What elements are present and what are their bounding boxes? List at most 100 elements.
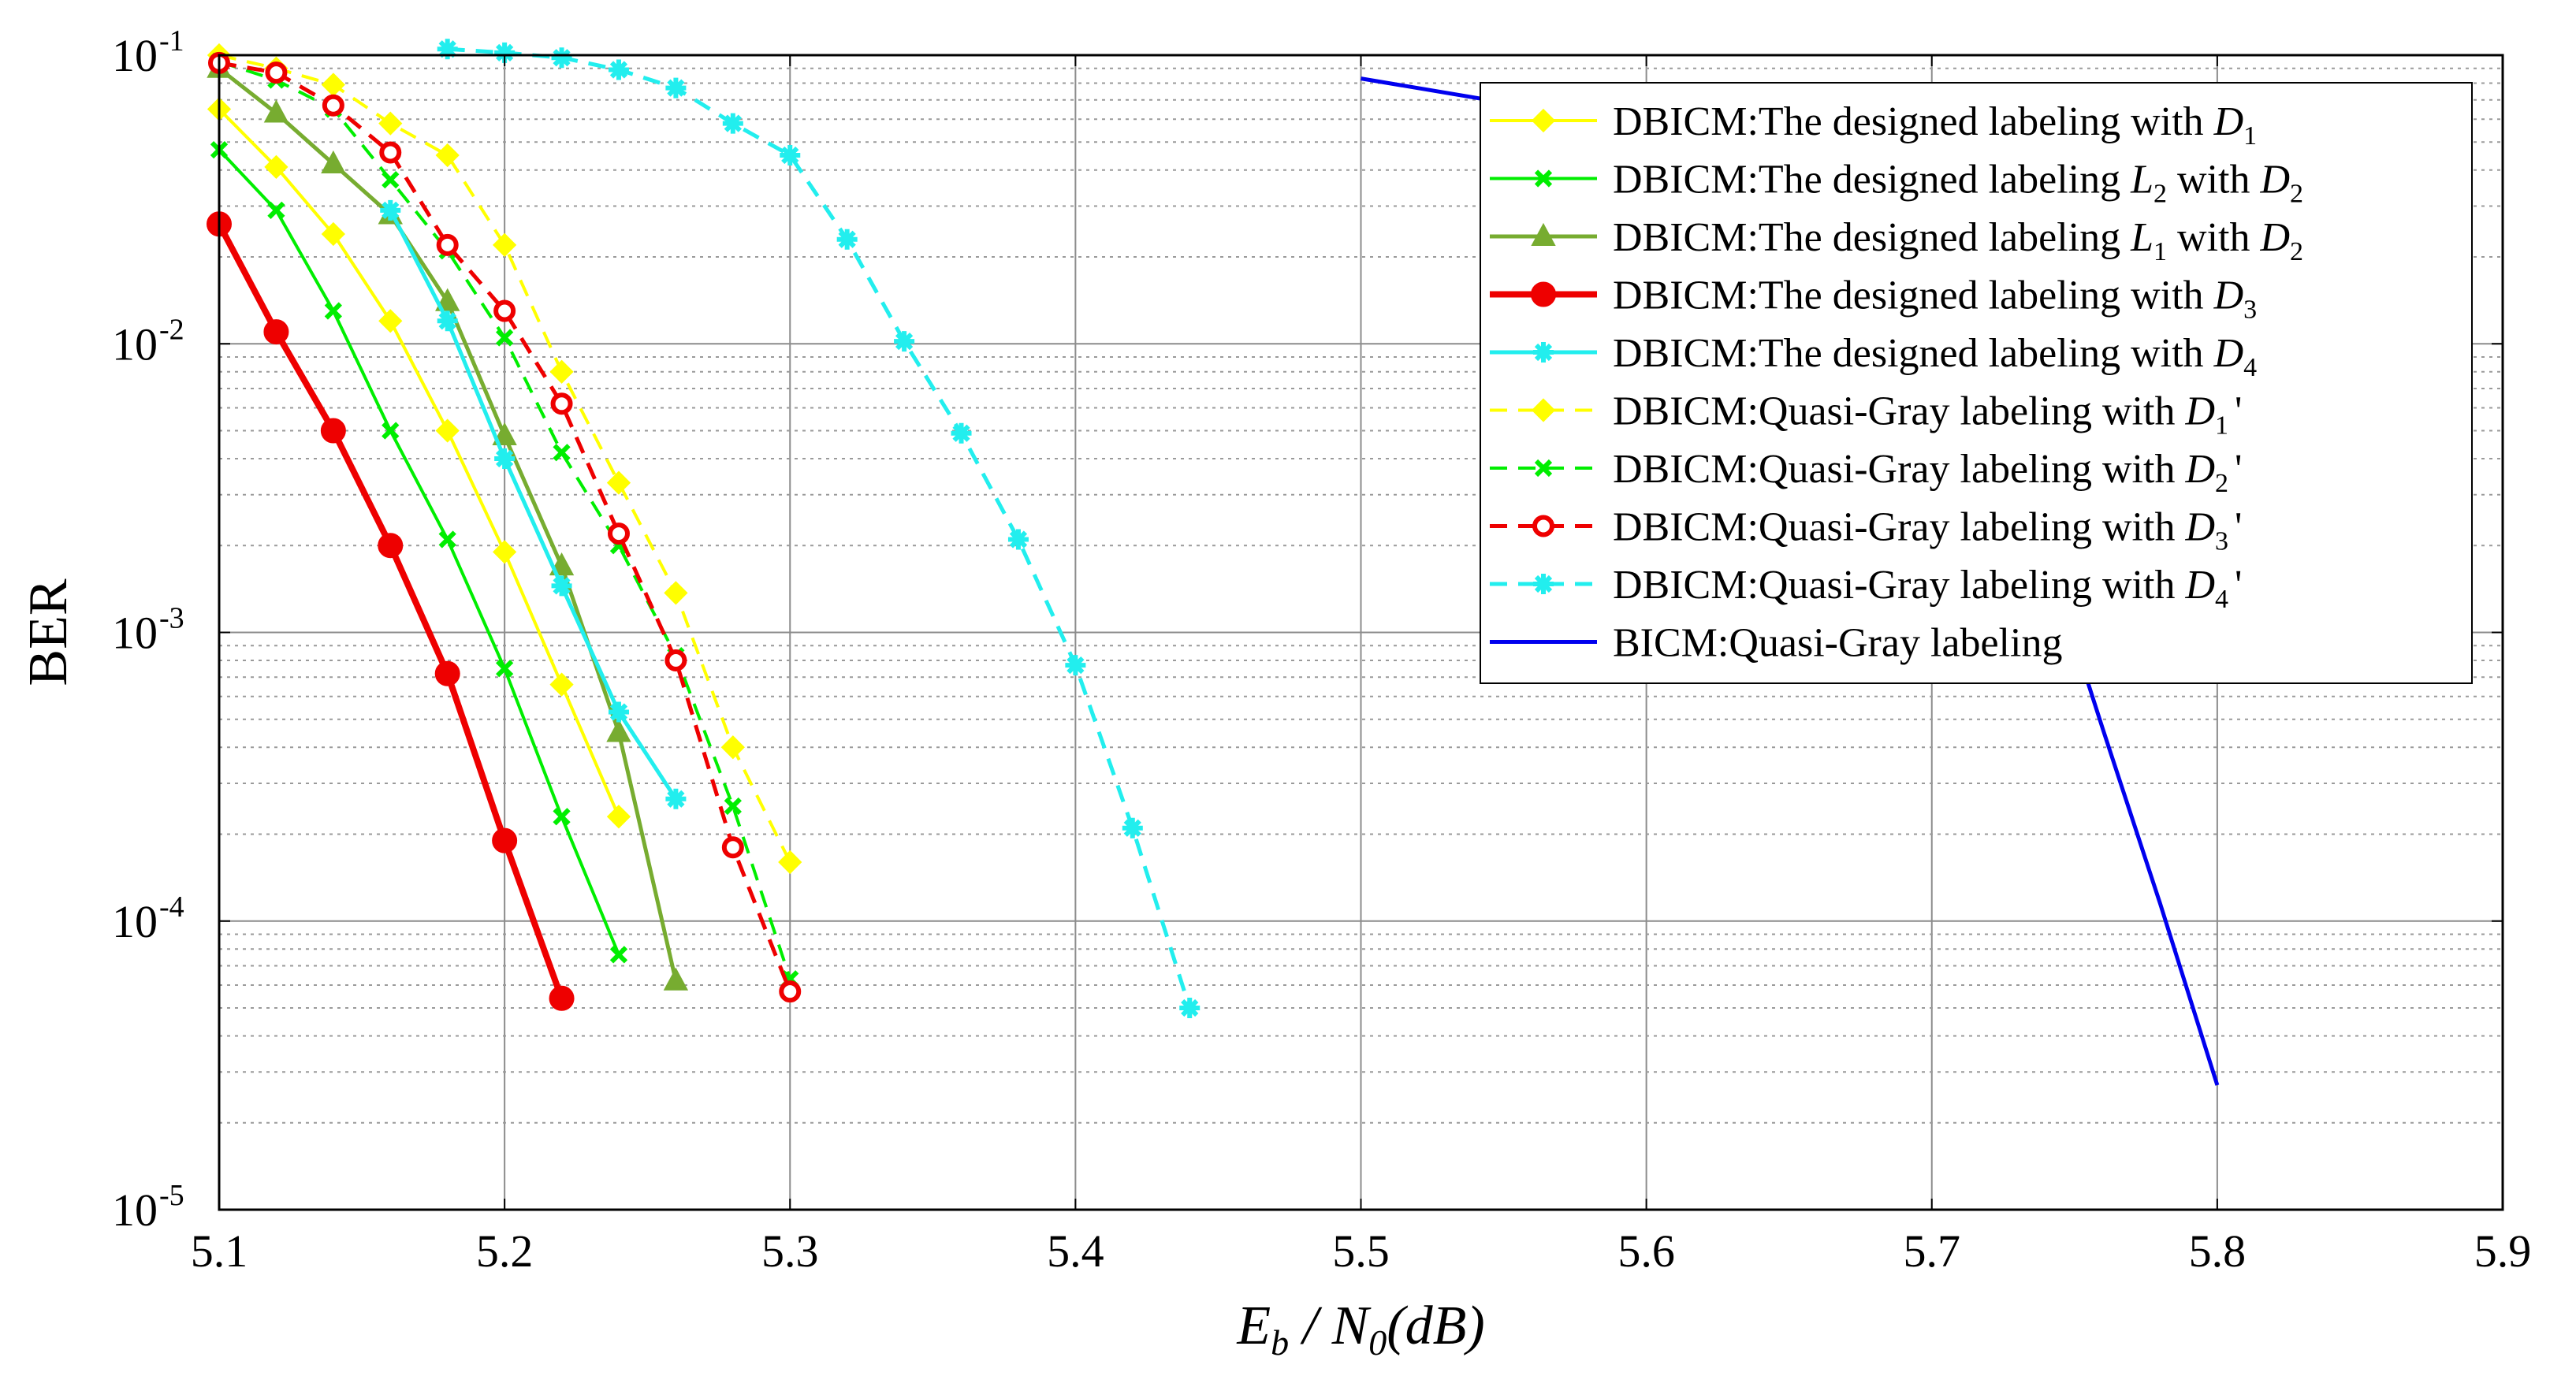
legend-entry-2: DBICM:The designed labeling L2 with D2 xyxy=(1490,158,2303,209)
data-point xyxy=(549,359,574,384)
data-point xyxy=(720,735,745,760)
data-point xyxy=(608,59,629,80)
legend-label-subscript: 1 xyxy=(2153,237,2167,266)
legend-label-prime: ' xyxy=(2235,505,2242,550)
data-point xyxy=(553,444,571,462)
legend-label-subscript: 4 xyxy=(2215,585,2228,614)
legend-label: DBICM:Quasi-Gray labeling with D3 ' xyxy=(1613,505,2242,556)
legend-label-symbol: L xyxy=(2130,215,2153,260)
data-point xyxy=(436,233,459,256)
data-point xyxy=(382,422,400,440)
y-tick-exponent: -1 xyxy=(159,24,184,58)
data-point xyxy=(321,221,345,247)
data-point xyxy=(434,660,460,686)
legend-label-mid: with xyxy=(2167,215,2260,260)
legend-marker xyxy=(1533,342,1554,363)
legend-label-symbol: L xyxy=(2130,158,2153,203)
legend-label-symbol: D xyxy=(2213,99,2244,144)
legend-label: DBICM:The designed labeling with D4 xyxy=(1613,331,2257,382)
data-point xyxy=(609,946,628,964)
data-point xyxy=(1007,529,1029,550)
y-tick-label: 10 xyxy=(112,896,158,947)
x-label-sep: / xyxy=(1289,1296,1331,1356)
data-point xyxy=(951,422,972,444)
legend-label: DBICM:Quasi-Gray labeling with D1 ' xyxy=(1613,389,2242,441)
data-point xyxy=(438,530,456,548)
data-point xyxy=(322,94,344,117)
legend-entry-6: DBICM:Quasi-Gray labeling with D1 ' xyxy=(1490,389,2242,441)
legend-entry-4: DBICM:The designed labeling with D3 xyxy=(1490,273,2257,325)
legend-label-text: DBICM:Quasi-Gray labeling with xyxy=(1613,447,2185,492)
data-point xyxy=(608,701,629,723)
data-point xyxy=(836,229,858,250)
legend-label-subscript: 3 xyxy=(2215,527,2228,556)
legend-label-subscript: 2 xyxy=(2153,180,2167,209)
legend-label-symbol: D xyxy=(2184,447,2215,492)
legend-entry-3: DBICM:The designed labeling L1 with D2 xyxy=(1490,215,2303,266)
data-point xyxy=(263,99,289,123)
y-tick-exponent: -2 xyxy=(159,313,184,346)
series-1 xyxy=(207,97,631,829)
x-tick-label: 5.8 xyxy=(2189,1225,2247,1277)
series-6 xyxy=(207,43,802,875)
legend-label-symbol: D xyxy=(2213,331,2244,376)
legend-label-subscript: 2 xyxy=(2215,469,2228,498)
axis-ticks: 5.1 5.2 5.3 5.4 5.5 5.6 5.7 5.8 5.910 -110 -210 -31… xyxy=(112,24,2531,1277)
grid xyxy=(219,55,2503,1210)
legend-label-subscript-2: 2 xyxy=(2290,180,2303,209)
data-point xyxy=(378,111,403,136)
y-axis-label: BER xyxy=(18,578,79,686)
data-point xyxy=(1122,817,1143,839)
y-tick-label: 10 xyxy=(112,318,158,370)
legend-marker xyxy=(1531,108,1556,133)
legend-label: DBICM:Quasi-Gray labeling with D2 ' xyxy=(1613,447,2242,498)
series-4 xyxy=(207,211,575,1011)
data-point xyxy=(1065,655,1086,676)
legend-marker xyxy=(1531,281,1556,307)
x-tick-label: 5.1 xyxy=(191,1225,248,1277)
data-point xyxy=(780,145,801,166)
data-point xyxy=(493,540,517,564)
legend-label-subscript: 1 xyxy=(2215,411,2228,441)
series-8 xyxy=(208,51,802,1003)
legend-marker xyxy=(1531,222,1556,246)
legend-label-text: DBICM:The designed labeling with xyxy=(1613,273,2214,318)
legend-marker xyxy=(1532,515,1554,537)
data-point xyxy=(435,288,460,311)
y-tick-exponent: -5 xyxy=(159,1179,184,1212)
data-point xyxy=(437,310,458,332)
legend-label-text: DBICM:Quasi-Gray labeling with xyxy=(1613,563,2185,608)
data-point xyxy=(894,331,915,352)
data-point xyxy=(494,42,516,63)
legend-marker xyxy=(1534,169,1553,188)
legend-label-text: DBICM:The designed labeling xyxy=(1613,158,2131,203)
legend-label-subscript-2: 2 xyxy=(2290,237,2303,266)
data-point xyxy=(378,309,403,333)
series-line xyxy=(389,209,678,801)
data-point xyxy=(778,850,802,875)
series-line xyxy=(218,108,620,818)
legend-label-symbol: D xyxy=(2184,563,2215,608)
series-line xyxy=(218,54,792,863)
legend-entry-8: DBICM:Quasi-Gray labeling with D3 ' xyxy=(1490,505,2242,556)
legend-label-text: DBICM:Quasi-Gray labeling with xyxy=(1613,505,2185,550)
data-point xyxy=(435,418,460,443)
x-tick-label: 5.4 xyxy=(1047,1225,1104,1277)
data-point xyxy=(494,448,516,469)
data-point xyxy=(264,154,288,179)
x-tick-label: 5.7 xyxy=(1904,1225,1961,1277)
data-point xyxy=(665,77,687,99)
data-point xyxy=(550,392,573,415)
x-axis-label: Eb / N0(dB) xyxy=(1236,1296,1484,1363)
x-label-e: E xyxy=(1236,1296,1271,1356)
data-point xyxy=(664,581,688,605)
data-point xyxy=(549,672,574,697)
data-point xyxy=(1179,998,1201,1018)
legend-label-prime: ' xyxy=(2235,563,2242,608)
data-point xyxy=(320,418,346,444)
data-point xyxy=(492,422,517,445)
x-label-e-sub: b xyxy=(1271,1322,1289,1363)
data-point xyxy=(496,329,514,347)
data-point xyxy=(663,967,689,991)
legend-label-text: DBICM:Quasi-Gray labeling with xyxy=(1613,389,2185,434)
